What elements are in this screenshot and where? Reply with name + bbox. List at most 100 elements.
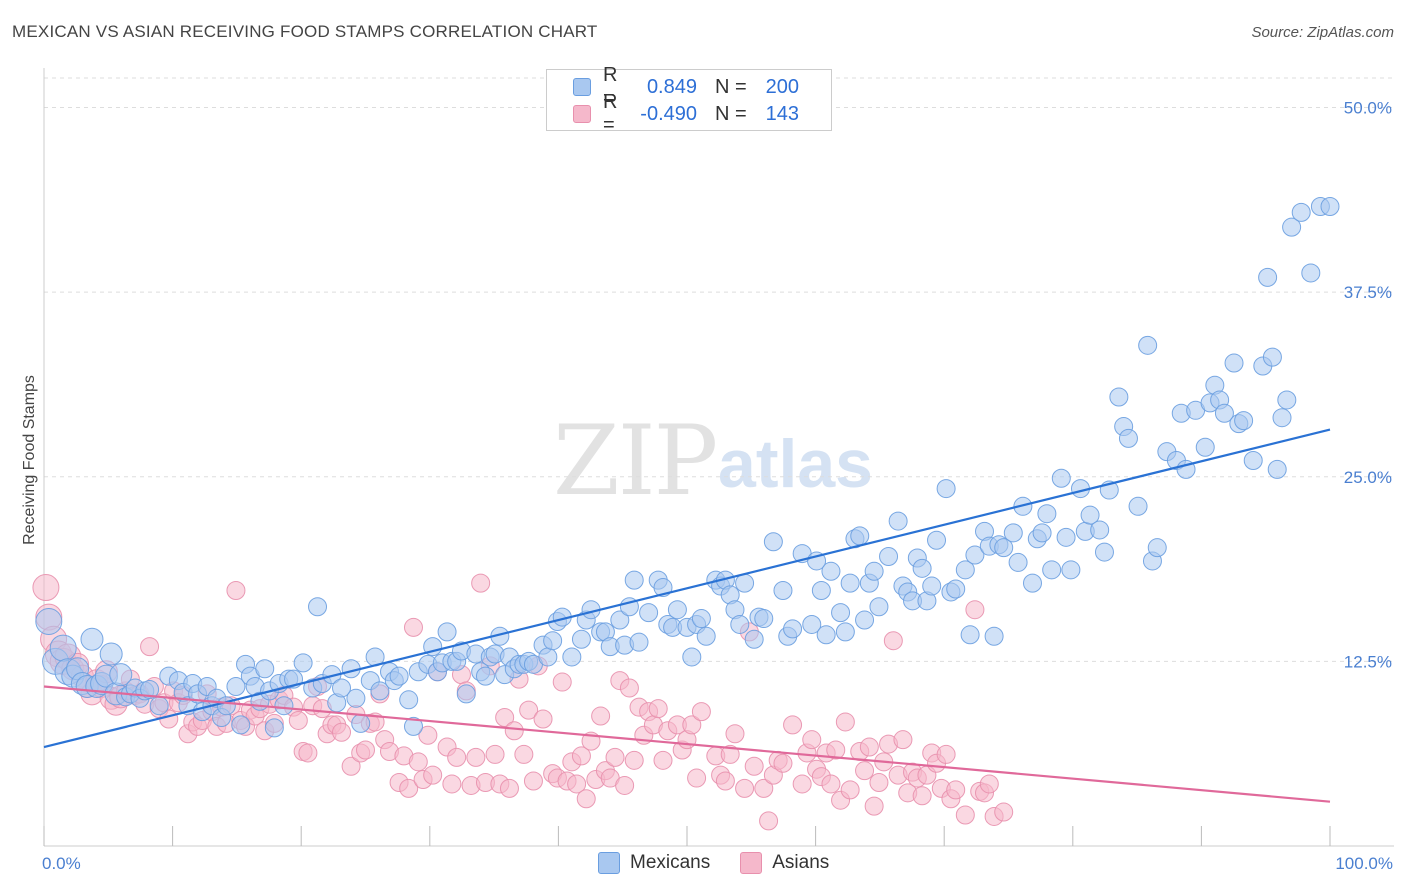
mexicans-point <box>1042 560 1062 580</box>
mexicans-point <box>763 532 783 552</box>
legend-r-value: -0.490 <box>640 102 697 125</box>
mexicans-point <box>308 597 328 617</box>
watermark-zip: ZIP <box>553 405 718 517</box>
mexicans-point <box>149 696 169 716</box>
mexicans-point <box>879 547 899 567</box>
mexicans-point <box>840 573 860 593</box>
mexicans-point <box>1056 527 1076 547</box>
asians-point <box>946 780 966 800</box>
asians-point <box>855 761 875 781</box>
mexicans-point <box>1037 504 1057 524</box>
y-axis-label: Receiving Food Stamps <box>21 375 38 545</box>
asians-point <box>720 744 740 764</box>
mexicans-point <box>922 576 942 596</box>
mexicans-point <box>927 530 947 550</box>
mexicans-point <box>936 479 956 499</box>
asians-point <box>576 789 596 809</box>
mexicans-point <box>437 622 457 642</box>
mexicans-point <box>1214 403 1234 423</box>
trend-lines <box>43 428 1331 803</box>
mexicans-point <box>1195 437 1215 457</box>
mexicans-point <box>1138 335 1158 355</box>
legend-row-asians: R = -0.490 N = 143 <box>547 91 799 136</box>
mexicans-point <box>773 580 793 600</box>
mexicans-point <box>1277 390 1297 410</box>
mexicans-point <box>955 560 975 580</box>
asians-point <box>725 724 745 744</box>
asians-point <box>504 721 524 741</box>
mexicans-point <box>946 579 966 599</box>
mexicans-point <box>264 718 284 738</box>
mexicans-point <box>639 603 659 623</box>
mexicans-point <box>994 538 1014 558</box>
mexicans-point <box>293 653 313 673</box>
mexicans-point <box>456 684 476 704</box>
mexicans-point <box>831 603 851 623</box>
mexicans-point <box>543 631 563 651</box>
mexicans-point <box>912 558 932 578</box>
asians-point <box>288 710 308 730</box>
mexicans-point <box>1320 196 1340 216</box>
asians-point <box>994 802 1014 822</box>
mexicans-point <box>231 715 251 735</box>
mexicans-point <box>682 647 702 667</box>
mexicans-swatch <box>598 852 620 874</box>
legend-row-mexicans: R = 0.849 N = 200 <box>547 64 799 109</box>
mexicans-point <box>869 597 889 617</box>
legend-swatch-mexicans <box>573 78 591 96</box>
asians-point <box>495 708 515 728</box>
mexicans-point <box>255 659 275 679</box>
asians-point <box>859 737 879 757</box>
mexicans-point <box>1258 267 1278 287</box>
legend-n-label: N = <box>715 75 747 98</box>
asians-point <box>715 771 735 791</box>
asians-point <box>591 706 611 726</box>
mexicans-point <box>984 626 1004 646</box>
mexicans-point <box>346 688 366 708</box>
asians-point <box>979 774 999 794</box>
asians-point <box>821 774 841 794</box>
asians-point <box>735 778 755 798</box>
asians-point <box>226 580 246 600</box>
legend-n-label: N = <box>715 102 747 125</box>
y-tick-label: 50.0% <box>1344 99 1392 118</box>
y-tick-label: 37.5% <box>1344 283 1392 302</box>
mexicans-point <box>802 614 822 634</box>
mexicans-point <box>80 627 104 651</box>
asians-point <box>682 715 702 735</box>
asians-point <box>826 740 846 760</box>
mexicans-point <box>226 676 246 696</box>
axes <box>43 68 1394 847</box>
series-legend: Mexicans Asians <box>598 852 859 874</box>
mexicans-point <box>140 679 160 699</box>
mexicans-point <box>274 696 294 716</box>
asians-point <box>403 617 423 637</box>
asians-point <box>523 771 543 791</box>
mexicans-point <box>351 713 371 733</box>
mexicans-point <box>1080 505 1100 525</box>
mexicans-point <box>1224 353 1244 373</box>
tick-labels: 12.5% 25.0% 37.5% 50.0% 0.0% 100.0% <box>42 99 1393 873</box>
correlation-legend: R = 0.849 N = 200 R = -0.490 N = 143 <box>546 64 832 136</box>
asians-point <box>759 811 779 831</box>
series-legend-mexicans: Mexicans <box>598 852 710 874</box>
mexicans-point <box>35 608 63 636</box>
mexicans-trend-line <box>43 428 1331 749</box>
asians-swatch <box>740 852 763 874</box>
mexicans-point <box>960 625 980 645</box>
mexicans-point <box>1094 542 1114 562</box>
mexicans-point <box>1147 538 1167 558</box>
mexicans-point <box>735 573 755 593</box>
mexicans-point <box>783 619 803 639</box>
legend-n-value: 143 <box>765 102 799 125</box>
asians-point <box>691 702 711 722</box>
series-legend-asians: Asians <box>740 852 829 874</box>
legend-n-value: 200 <box>765 75 799 98</box>
mexicans-point <box>1003 523 1023 543</box>
mexicans-point <box>667 600 687 620</box>
mexicans-point <box>49 634 77 662</box>
mexicans-point <box>888 511 908 531</box>
asians-point <box>32 574 60 602</box>
mexicans-point <box>835 622 855 642</box>
